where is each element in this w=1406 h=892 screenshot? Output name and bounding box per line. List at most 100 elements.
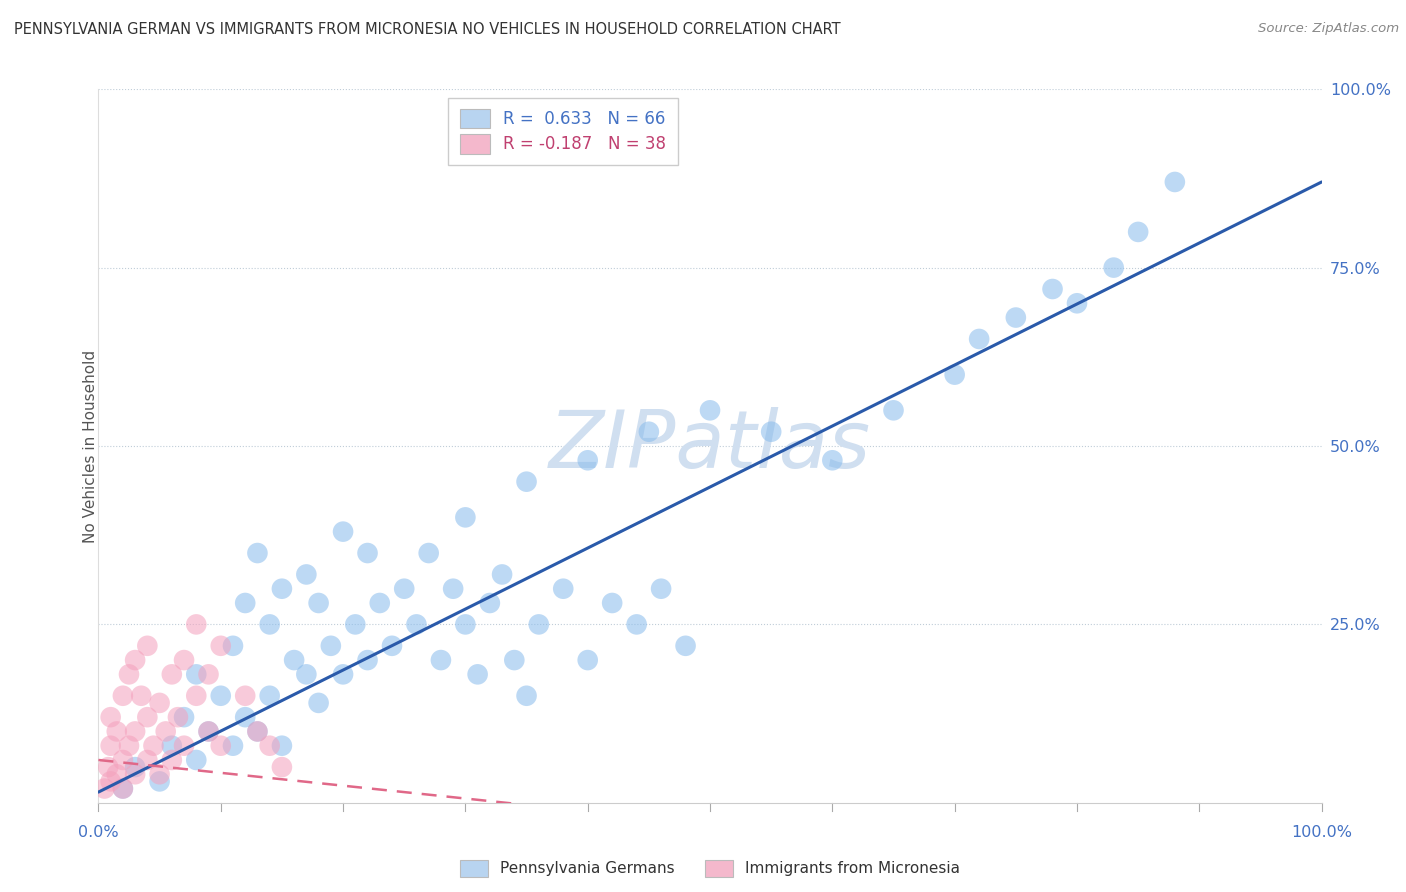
Point: [167, 710, 190, 724]
Point: [600, 596, 623, 610]
Point: [136, 639, 159, 653]
Point: [246, 546, 269, 560]
Point: [173, 710, 195, 724]
Point: [527, 617, 550, 632]
Legend: Pennsylvania Germans, Immigrants from Micronesia: Pennsylvania Germans, Immigrants from Mi…: [460, 860, 960, 877]
Point: [124, 760, 146, 774]
Y-axis label: No Vehicles in Household: No Vehicles in Household: [83, 350, 97, 542]
Point: [100, 774, 122, 789]
Point: [186, 667, 208, 681]
Point: [576, 653, 599, 667]
Point: [943, 368, 966, 382]
Point: [319, 639, 342, 653]
Point: [515, 475, 537, 489]
Point: [222, 739, 245, 753]
Point: [392, 582, 416, 596]
Point: [515, 689, 537, 703]
Point: [491, 567, 513, 582]
Text: Source: ZipAtlas.com: Source: ZipAtlas.com: [1258, 22, 1399, 36]
Point: [100, 710, 122, 724]
Point: [308, 596, 330, 610]
Point: [478, 596, 501, 610]
Point: [160, 667, 183, 681]
Point: [821, 453, 844, 467]
Point: [441, 582, 464, 596]
Point: [129, 689, 152, 703]
Point: [283, 653, 305, 667]
Point: [332, 524, 354, 539]
Point: [118, 667, 141, 681]
Point: [173, 653, 195, 667]
Point: [100, 739, 122, 753]
Point: [418, 546, 440, 560]
Point: [503, 653, 526, 667]
Point: [136, 753, 159, 767]
Point: [576, 453, 599, 467]
Point: [259, 689, 281, 703]
Point: [173, 739, 195, 753]
Point: [368, 596, 391, 610]
Text: 100.0%: 100.0%: [1291, 825, 1353, 840]
Point: [111, 781, 134, 796]
Point: [233, 596, 256, 610]
Point: [1128, 225, 1150, 239]
Point: [699, 403, 721, 417]
Text: 0.0%: 0.0%: [79, 825, 118, 840]
Point: [454, 510, 477, 524]
Text: PENNSYLVANIA GERMAN VS IMMIGRANTS FROM MICRONESIA NO VEHICLES IN HOUSEHOLD CORRE: PENNSYLVANIA GERMAN VS IMMIGRANTS FROM M…: [14, 22, 841, 37]
Point: [142, 739, 165, 753]
Point: [405, 617, 427, 632]
Point: [118, 739, 141, 753]
Point: [295, 567, 318, 582]
Point: [246, 724, 269, 739]
Point: [222, 639, 245, 653]
Point: [136, 710, 159, 724]
Point: [761, 425, 783, 439]
Point: [344, 617, 367, 632]
Point: [155, 724, 177, 739]
Point: [124, 653, 146, 667]
Point: [308, 696, 330, 710]
Point: [967, 332, 990, 346]
Point: [197, 667, 219, 681]
Point: [626, 617, 648, 632]
Point: [270, 582, 294, 596]
Point: [454, 617, 477, 632]
Point: [356, 653, 378, 667]
Point: [209, 689, 232, 703]
Text: ZIPatlas: ZIPatlas: [548, 407, 872, 485]
Point: [186, 689, 208, 703]
Point: [186, 617, 208, 632]
Point: [197, 724, 219, 739]
Point: [233, 689, 256, 703]
Point: [259, 739, 281, 753]
Point: [1004, 310, 1026, 325]
Point: [186, 753, 208, 767]
Point: [93, 781, 115, 796]
Point: [1164, 175, 1187, 189]
Point: [209, 639, 232, 653]
Point: [1042, 282, 1064, 296]
Point: [197, 724, 219, 739]
Point: [209, 739, 232, 753]
Point: [160, 753, 183, 767]
Point: [381, 639, 404, 653]
Point: [149, 767, 172, 781]
Point: [270, 739, 294, 753]
Point: [149, 774, 172, 789]
Point: [111, 753, 134, 767]
Point: [332, 667, 354, 681]
Point: [430, 653, 453, 667]
Point: [295, 667, 318, 681]
Point: [160, 739, 183, 753]
Point: [1102, 260, 1125, 275]
Point: [111, 689, 134, 703]
Point: [883, 403, 905, 417]
Point: [467, 667, 489, 681]
Point: [675, 639, 697, 653]
Point: [111, 781, 134, 796]
Point: [650, 582, 672, 596]
Point: [105, 724, 128, 739]
Point: [637, 425, 661, 439]
Point: [149, 696, 172, 710]
